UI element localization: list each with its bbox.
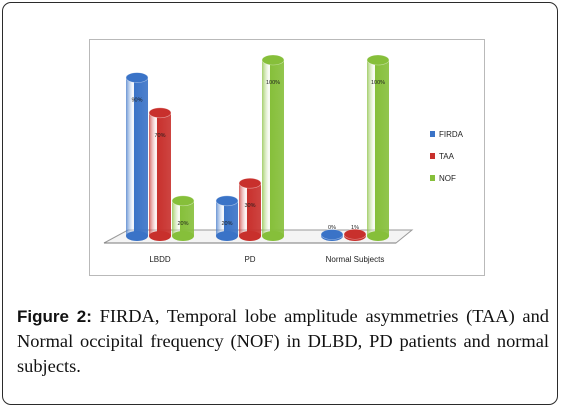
figure-frame: 90% 70% 20% LBDD 20% 30% 100% PD 0% 1% 100% Normal … (2, 2, 558, 405)
figure-caption: Figure 2: FIRDA, Temporal lobe amplitude… (17, 304, 549, 379)
bar-taa-lbdd (148, 107, 172, 241)
legend-label: NOF (439, 174, 456, 183)
bar-firda-lbdd (125, 72, 149, 241)
legend-swatch (430, 175, 435, 181)
legend-swatch (430, 153, 435, 159)
bar-taa-normal-subjects (343, 228, 367, 241)
bar-taa-pd (238, 177, 262, 241)
data-label: 0% (328, 225, 336, 231)
data-label: 100% (266, 80, 280, 86)
bar-firda-normal-subjects (320, 229, 344, 241)
data-label: 20% (221, 221, 232, 227)
bar-firda-pd (215, 195, 239, 241)
bar-nof-pd (261, 54, 285, 241)
chart-area: 90% 70% 20% LBDD 20% 30% 100% PD 0% 1% 100% Normal … (89, 39, 485, 276)
data-label: 30% (244, 203, 255, 209)
data-label: 100% (371, 80, 385, 86)
category-label: PD (244, 255, 255, 264)
data-label: 20% (177, 221, 188, 227)
category-label: Normal Subjects (326, 255, 385, 264)
legend-label: FIRDA (439, 130, 464, 139)
legend-swatch (430, 131, 435, 137)
caption-lead: Figure 2: (17, 307, 92, 326)
data-label: 1% (351, 225, 359, 231)
bar-nof-normal-subjects (366, 54, 390, 241)
category-label: LBDD (149, 255, 171, 264)
bar-chart: 90% 70% 20% LBDD 20% 30% 100% PD 0% 1% 100% Normal … (103, 54, 464, 264)
legend-label: TAA (439, 152, 455, 161)
caption-text: FIRDA, Temporal lobe amplitude asymmetri… (17, 306, 549, 376)
data-label: 90% (131, 98, 142, 104)
bar-nof-lbdd (171, 195, 195, 241)
data-label: 70% (154, 133, 165, 139)
